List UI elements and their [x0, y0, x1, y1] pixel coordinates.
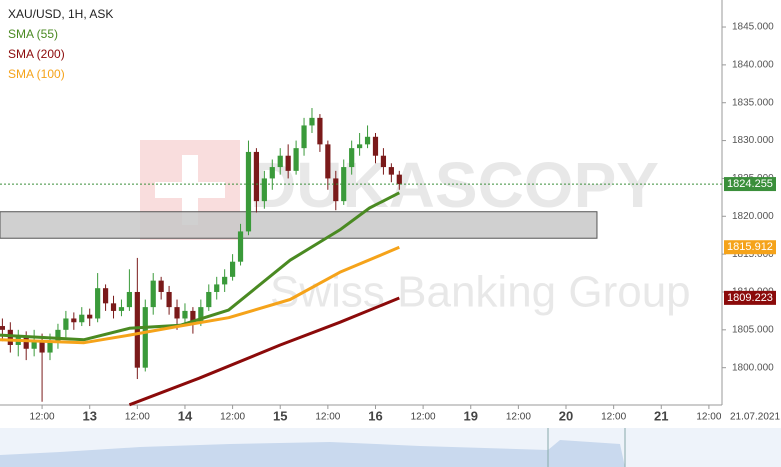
candle-body	[150, 280, 156, 308]
candle-body	[79, 314, 85, 323]
y-tick-label: 1820.000	[732, 211, 774, 222]
candle-body	[39, 341, 45, 353]
sma-line	[0, 191, 400, 342]
y-tick-label: 1840.000	[732, 60, 774, 71]
candle-body	[222, 276, 228, 285]
x-tick-label: 19	[464, 408, 478, 423]
y-tick-label: 1815.000	[732, 249, 774, 260]
candle-body	[325, 144, 331, 179]
candle-body	[245, 151, 252, 232]
x-tick-label: 15	[273, 408, 287, 423]
candle-body	[380, 155, 387, 168]
y-tick-label: 1830.000	[732, 135, 774, 146]
candle-body	[166, 291, 172, 308]
candle-body	[301, 125, 307, 149]
chart-title: XAU/USD, 1H, ASK	[8, 7, 113, 21]
zone	[0, 211, 598, 239]
candle-body	[182, 310, 188, 319]
candle-body	[31, 341, 37, 349]
x-tick-label: 12:00	[220, 412, 245, 423]
candle-body	[190, 310, 196, 323]
candle-body	[349, 148, 355, 168]
legend-entry: SMA (55)	[8, 27, 58, 41]
x-tick-label: 12:00	[30, 412, 55, 423]
legend-entry: SMA (100)	[8, 67, 65, 81]
candle-body	[174, 307, 180, 319]
price-tag-label: 1815.912	[727, 241, 773, 253]
candle-body	[0, 326, 5, 330]
candle-body	[214, 284, 220, 292]
candle-body	[396, 174, 402, 185]
x-tick-label: 12:00	[125, 412, 150, 423]
y-tick-label: 1805.000	[732, 324, 774, 335]
y-tick-label: 1835.000	[732, 97, 774, 108]
candle-body	[293, 148, 299, 171]
x-tick-label: 12:00	[411, 412, 436, 423]
candle-body	[364, 136, 371, 145]
price-tag-label: 1824.255	[727, 178, 773, 190]
candle-body	[7, 329, 13, 345]
candle-body	[71, 318, 77, 323]
candle-body	[118, 307, 125, 311]
candle-body	[229, 261, 236, 277]
candle-body	[333, 178, 339, 202]
candle-body	[87, 314, 93, 319]
navigator-area	[0, 440, 625, 467]
watermark-cross	[155, 182, 225, 198]
x-tick-label: 14	[178, 408, 193, 423]
x-tick-label: 20	[559, 408, 573, 423]
x-tick-label: 21	[654, 408, 668, 423]
candle-body	[388, 167, 394, 175]
candle-body	[253, 151, 260, 202]
candle-body	[372, 136, 379, 156]
x-tick-label: 12:00	[696, 412, 721, 423]
candle-body	[277, 155, 283, 168]
watermark-text: DUKASCOPY	[250, 149, 659, 221]
candle-body	[206, 291, 212, 308]
x-tick-label: 16	[368, 408, 382, 423]
candle-body	[134, 291, 140, 368]
sma-line	[128, 296, 400, 407]
y-tick-label: 1800.000	[732, 362, 774, 373]
watermark-text: Swiss Banking Group	[270, 268, 691, 317]
candle-body	[47, 341, 53, 353]
candle-body	[126, 291, 132, 308]
candle-body	[285, 155, 291, 171]
legend-entry: SMA (200)	[8, 47, 65, 61]
x-tick-label: 13	[82, 408, 96, 423]
candle-body	[357, 144, 363, 149]
price-tag-label: 1809.223	[727, 292, 773, 304]
candle-body	[269, 167, 275, 179]
candle-body	[237, 231, 244, 262]
x-tick-label: 12:00	[601, 412, 626, 423]
candle-body	[23, 337, 29, 349]
watermark-cross	[182, 155, 198, 225]
x-tick-label: 12:00	[315, 412, 340, 423]
price-tag	[724, 240, 776, 255]
candle-body	[102, 288, 109, 304]
candle-body	[110, 303, 117, 311]
candle-body	[55, 329, 61, 342]
price-tag	[724, 290, 776, 305]
candle-body	[158, 280, 164, 292]
candle-body	[317, 117, 323, 145]
candle-body	[63, 318, 69, 330]
candle-body	[261, 178, 267, 202]
y-tick-label: 1845.000	[732, 22, 774, 33]
price-tag	[724, 177, 776, 192]
sma-line	[0, 245, 400, 345]
candle-body	[341, 167, 347, 202]
candle-body	[95, 288, 101, 319]
candle-body	[309, 117, 315, 126]
date-label: 21.07.2021	[730, 412, 780, 423]
candle-body	[142, 307, 148, 368]
x-tick-label: 12:00	[506, 412, 531, 423]
candle-body	[198, 307, 204, 323]
